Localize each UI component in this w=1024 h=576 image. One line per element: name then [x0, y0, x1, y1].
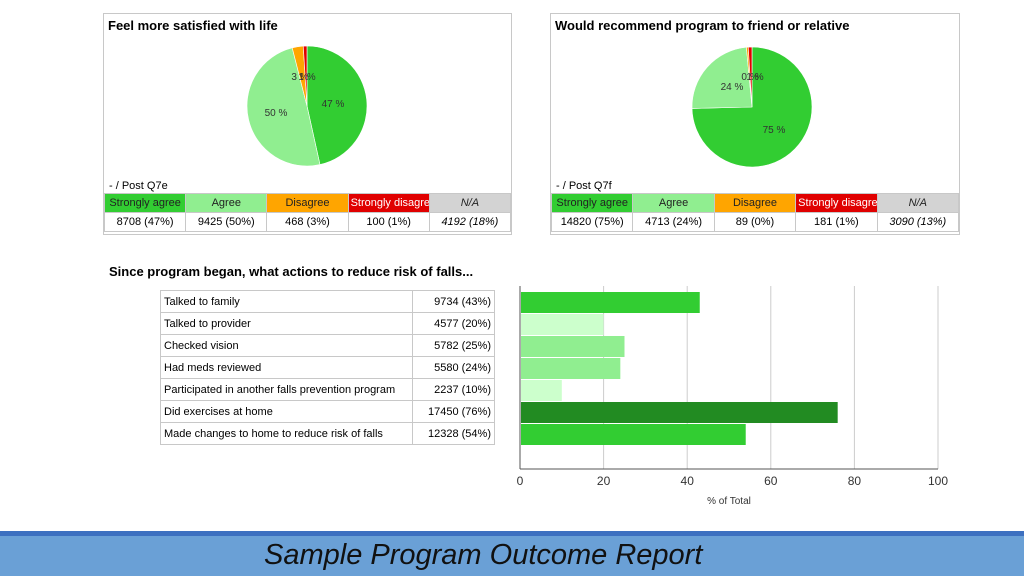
bar: [521, 402, 838, 423]
action-label: Participated in another falls prevention…: [160, 378, 413, 401]
question-label: - / Post Q7f: [556, 180, 612, 192]
table-row: Participated in another falls prevention…: [160, 378, 495, 401]
pie-slice-label: 0 %: [741, 72, 758, 83]
action-count: 9734 (43%): [412, 290, 495, 313]
pie-panel-recommend: Would recommend program to friend or rel…: [550, 13, 960, 235]
pie-slice-strongly-disagree: [747, 46, 753, 108]
pie-slice-label: 1 %: [298, 72, 315, 83]
pie-slice-strongly-disagree: [302, 45, 308, 107]
pie-slice-label: 47 %: [322, 99, 345, 110]
bar: [521, 336, 625, 357]
action-count: 4577 (20%): [412, 312, 495, 335]
legend-strongly-agree: Strongly agree: [103, 193, 187, 213]
x-tick-label: 0: [517, 474, 524, 488]
pie-slice-strongly-agree: [306, 45, 368, 165]
action-count: 12328 (54%): [412, 422, 495, 445]
x-tick-label: 40: [681, 474, 695, 488]
legend-na: N/A: [428, 193, 512, 213]
action-count: 5580 (24%): [412, 356, 495, 379]
pie-panel-satisfied: Feel more satisfied with life 47 % 50 % 3 …: [103, 13, 512, 235]
legend-agree: Agree: [632, 193, 715, 213]
count-strongly-disagree: 181 (1%): [795, 212, 878, 232]
table-row: Made changes to home to reduce risk of f…: [160, 422, 495, 445]
question-label: - / Post Q7e: [109, 180, 168, 192]
count-strongly-agree: 8708 (47%): [103, 212, 187, 232]
count-disagree: 89 (0%): [713, 212, 797, 232]
action-label: Talked to family: [160, 290, 413, 313]
x-tick-label: 80: [848, 474, 862, 488]
table-row: Talked to provider 4577 (20%): [160, 312, 495, 335]
pie-slice-label: 24 %: [721, 82, 744, 93]
actions-bar-chart: 0 20 40 60 80 100 % of Total: [517, 286, 948, 507]
pie-slice-label: 3 %: [291, 72, 308, 83]
pie-title: Feel more satisfied with life: [108, 18, 278, 33]
table-row: Had meds reviewed 5580 (24%): [160, 356, 495, 379]
legend-strongly-agree: Strongly agree: [550, 193, 634, 213]
bar: [521, 292, 700, 313]
pie-chart-recommend: 75 % 24 %0 %1 %: [691, 46, 813, 168]
count-strongly-agree: 14820 (75%): [550, 212, 634, 232]
legend-disagree: Disagree: [266, 193, 349, 213]
pie-slice-strongly-agree: [691, 46, 813, 168]
legend-table: Strongly agree Agree Disagree Strongly d…: [103, 193, 512, 232]
report-title: Sample Program Outcome Report: [264, 539, 703, 571]
action-count: 5782 (25%): [412, 334, 495, 357]
pie-slice-label: 75 %: [763, 125, 786, 136]
x-tick-label: 60: [764, 474, 778, 488]
legend-strongly-disagree: Strongly disagree: [347, 193, 430, 213]
count-agree: 9425 (50%): [185, 212, 268, 232]
pie-chart-satisfied: 47 % 50 % 3 %1 %: [246, 45, 368, 167]
bar: [521, 358, 621, 379]
action-count: 2237 (10%): [412, 378, 495, 401]
bar: [521, 380, 562, 401]
count-disagree: 468 (3%): [266, 212, 349, 232]
bar: [521, 314, 604, 335]
pie-slice-label: 1 %: [746, 72, 763, 83]
count-strongly-disagree: 100 (1%): [347, 212, 430, 232]
bar: [521, 424, 746, 445]
action-label: Made changes to home to reduce risk of f…: [160, 422, 413, 445]
legend-strongly-disagree: Strongly disagree: [795, 193, 878, 213]
table-row: Did exercises at home 17450 (76%): [160, 400, 495, 423]
pie-slice-agree: [246, 47, 321, 167]
action-label: Had meds reviewed: [160, 356, 413, 379]
legend-na: N/A: [876, 193, 960, 213]
footer-bar: Sample Program Outcome Report: [0, 536, 1024, 576]
action-label: Talked to provider: [160, 312, 413, 335]
legend-table: Strongly agree Agree Disagree Strongly d…: [550, 193, 960, 232]
footer-stripe: [0, 531, 1024, 536]
pie-slice-label: 50 %: [265, 108, 288, 119]
pie-slice-agree: [691, 46, 753, 109]
legend-agree: Agree: [185, 193, 268, 213]
legend-disagree: Disagree: [713, 193, 797, 213]
pie-title: Would recommend program to friend or rel…: [555, 18, 850, 33]
actions-title: Since program began, what actions to red…: [109, 264, 474, 279]
action-label: Did exercises at home: [160, 400, 413, 423]
x-tick-label: 20: [597, 474, 611, 488]
action-label: Checked vision: [160, 334, 413, 357]
count-na: 4192 (18%): [428, 212, 512, 232]
table-row: Checked vision 5782 (25%): [160, 334, 495, 357]
action-count: 17450 (76%): [412, 400, 495, 423]
count-agree: 4713 (24%): [632, 212, 715, 232]
count-na: 3090 (13%): [876, 212, 960, 232]
x-axis-title: % of Total: [707, 496, 751, 507]
actions-table: Talked to family 9734 (43%) Talked to prov…: [160, 290, 495, 445]
x-tick-label: 100: [928, 474, 948, 488]
table-row: Talked to family 9734 (43%): [160, 290, 495, 313]
